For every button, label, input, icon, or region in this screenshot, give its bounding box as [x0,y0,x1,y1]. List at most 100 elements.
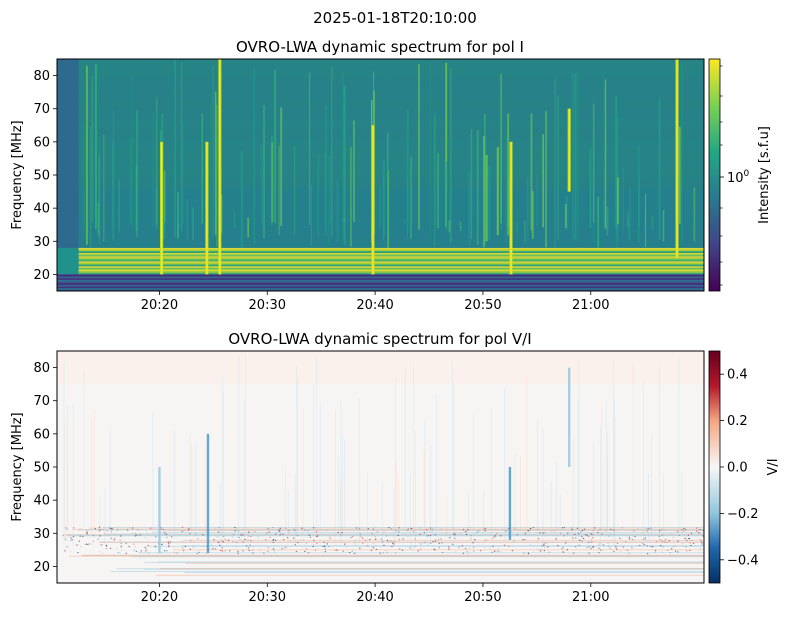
noise-pixel [367,528,369,530]
x-tick-label: 21:00 [572,590,609,605]
noise-pixel [524,539,526,541]
noise-pixel [337,549,339,551]
noise-pixel [317,533,319,535]
streak [505,134,507,244]
y-axis: 20 30 40 50 60 70 80 [33,69,57,283]
burst-core [568,108,570,192]
noise-pixel [120,535,122,537]
noise-pixel [666,542,668,544]
streak [559,493,561,531]
streak [340,474,342,538]
noise-pixel [505,530,507,532]
noise-pixel [555,538,557,540]
noise-pixel [221,547,223,549]
noise-pixel [173,552,176,554]
burst-core [510,141,512,275]
noise-pixel [645,539,647,541]
streak [334,409,336,546]
noise-pixel [398,531,400,533]
noise-pixel [581,536,583,538]
noise-pixel [252,549,254,551]
noise-pixel [602,544,605,546]
noise-pixel [590,538,592,540]
noise-pixel [588,540,591,542]
noise-pixel [609,547,611,549]
streak [103,134,105,242]
noise-pixel [590,533,593,535]
streak [387,170,389,248]
noise-pixel [466,551,468,553]
noise-pixel [465,531,467,533]
noise-pixel [420,543,422,545]
y-tick-label: 30 [33,527,50,542]
noise-row [185,562,704,564]
streak [662,210,665,242]
noise-pixel [280,533,282,535]
noise-pixel [699,532,701,534]
streak [287,491,289,528]
noise-pixel [313,540,315,542]
noise-pixel [194,533,197,535]
noise-pixel [570,527,573,529]
noise-pixel [646,553,649,555]
noise-pixel [583,528,586,530]
noise-pixel [237,552,239,554]
streak [95,64,97,229]
streak [578,399,579,541]
y-tick-label: 80 [33,361,50,376]
noise-pixel [66,546,69,548]
noise-pixel [221,540,223,542]
noise-pixel [249,536,252,538]
noise-pixel [148,552,150,554]
noise-pixel [137,541,139,543]
noise-pixel [661,534,663,536]
noise-pixel [600,549,602,551]
streak [663,473,665,539]
streak [404,219,406,224]
noise-pixel [393,541,395,543]
noise-row [82,554,704,556]
noise-pixel [362,537,364,539]
noise-pixel [125,542,127,544]
streak [72,404,74,547]
noise-pixel [219,544,221,546]
streak [182,125,184,224]
noise-pixel [292,537,295,539]
rfi-row [57,284,704,287]
noise-pixel [203,546,205,548]
y-tick-label: 60 [33,135,50,150]
streak [483,113,486,245]
streak [83,123,85,238]
streak [118,179,120,233]
noise-pixel [432,541,434,543]
colorbar-tick-label: −0.4 [727,553,759,568]
y-tick-label: 40 [33,202,50,217]
noise-pixel [343,543,346,545]
noise-pixel [165,533,168,535]
streak [381,483,383,546]
noise-pixel [656,540,658,542]
streak [382,172,385,241]
noise-pixel [659,539,661,541]
noise-pixel [274,551,276,553]
noise-pixel [602,532,604,534]
streak [337,456,339,532]
noise-pixel [465,548,467,550]
noise-pixel [685,546,687,548]
y-axis-label: Frequency [MHz] [10,120,25,229]
noise-pixel [464,531,466,533]
noise-pixel [167,541,169,543]
noise-pixel [305,543,307,545]
noise-pixel [567,532,569,534]
noise-pixel [680,529,683,531]
noise-pixel [585,534,587,536]
streak [554,76,556,248]
upper-tint [57,351,704,385]
noise-pixel [613,551,615,553]
noise-pixel [242,541,244,543]
streak [603,200,605,227]
noise-pixel [99,551,101,553]
noise-pixel [687,537,690,539]
streak [388,74,390,236]
streak [285,468,287,528]
